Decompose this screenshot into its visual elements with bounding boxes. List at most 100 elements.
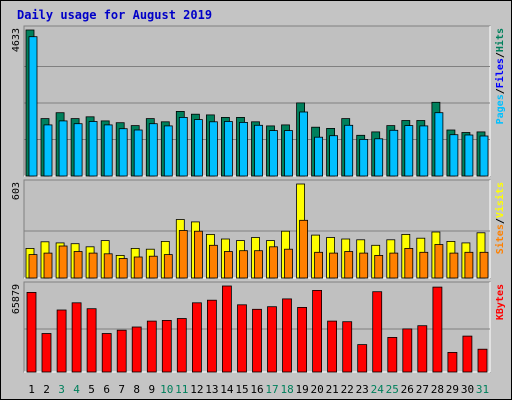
bar-kbytes-25 [387, 336, 398, 373]
bar-kbytes-23 [357, 344, 368, 373]
bar-sites-18 [284, 248, 293, 279]
bar-kbytes-27 [417, 325, 428, 373]
bar-pages-5 [88, 121, 98, 177]
bar-pages-16 [254, 124, 263, 177]
legend-entry-kbytes: KBytes [495, 284, 506, 320]
bar-kbytes-21 [327, 320, 338, 373]
x-tick-label: 2 [43, 383, 50, 396]
bar-sites-28 [434, 244, 444, 279]
y-max-label: 65879 [11, 284, 22, 314]
x-tick-label: 12 [190, 383, 203, 396]
bar-sites-15 [239, 250, 248, 279]
bar-kbytes-11 [176, 318, 187, 373]
bar-pages-14 [223, 121, 233, 177]
x-tick-label: 18 [280, 383, 293, 396]
bar-pages-22 [344, 124, 354, 177]
bar-sites-31 [479, 251, 489, 279]
bar-sites-6 [103, 253, 113, 279]
bar-pages-7 [118, 128, 128, 177]
chart-title: Daily usage for August 2019 [17, 8, 212, 22]
bar-pages-26 [404, 125, 414, 177]
bar-pages-19 [299, 111, 309, 177]
panel-kbytes: 65879 KBytes [11, 281, 506, 373]
legend-separator: / [495, 52, 506, 58]
bar-pages-21 [329, 135, 339, 177]
bar-sites-4 [73, 251, 83, 279]
x-tick-label: 25 [386, 383, 399, 396]
bar-kbytes-15 [237, 304, 247, 373]
bar-sites-29 [449, 252, 459, 279]
bar-pages-1 [28, 36, 38, 177]
bar-pages-11 [178, 117, 188, 177]
x-tick-label: 23 [356, 383, 369, 396]
bar-kbytes-29 [447, 351, 458, 373]
panel-hits: 4633 Pages/Files/Hits [11, 25, 506, 177]
legend-entry-pages: Pages [495, 94, 506, 124]
x-tick-label: 14 [220, 383, 234, 396]
x-tick-label: 10 [160, 383, 173, 396]
bar-kbytes-12 [191, 302, 202, 373]
y-max-label: 603 [11, 182, 22, 200]
bar-kbytes-1 [26, 291, 37, 373]
bar-sites-8 [133, 256, 143, 279]
bar-pages-17 [269, 130, 278, 177]
bar-sites-19 [299, 219, 309, 279]
bar-pages-31 [479, 135, 489, 177]
bar-pages-6 [103, 124, 113, 177]
bar-pages-2 [43, 124, 53, 177]
bar-pages-18 [284, 130, 293, 177]
bar-pages-23 [359, 138, 369, 177]
bar-kbytes-10 [161, 319, 172, 373]
bar-kbytes-24 [372, 291, 383, 373]
x-tick-label: 26 [401, 383, 414, 396]
bar-pages-29 [449, 134, 459, 177]
bar-pages-9 [148, 123, 158, 177]
bar-sites-26 [404, 247, 414, 279]
y-max-label: 4633 [11, 28, 22, 52]
x-tick-label: 15 [235, 383, 248, 396]
x-tick-label: 31 [476, 383, 489, 396]
bar-sites-5 [88, 252, 98, 279]
bar-sites-17 [269, 246, 278, 279]
bar-kbytes-7 [116, 329, 127, 373]
bar-kbytes-9 [146, 320, 157, 373]
legend-hits: Pages/Files/Hits [494, 28, 506, 124]
bars-hits [25, 29, 489, 177]
x-tick-label: 17 [265, 383, 278, 396]
x-tick-label: 11 [175, 383, 188, 396]
bar-kbytes-28 [432, 286, 443, 373]
x-tick-label: 19 [295, 383, 308, 396]
legend-entry-files: Files [494, 58, 506, 88]
x-tick-label: 13 [205, 383, 218, 396]
legend-visits: Sites/Visits [494, 182, 506, 254]
bar-kbytes-6 [101, 333, 112, 373]
legend-separator: / [495, 88, 506, 94]
legend-kbytes: KBytes [495, 284, 506, 320]
bar-sites-9 [148, 255, 158, 279]
bar-sites-2 [43, 252, 53, 279]
x-tick-label: 20 [310, 383, 323, 396]
bar-kbytes-30 [462, 335, 473, 373]
bar-pages-10 [163, 125, 173, 177]
bar-sites-13 [208, 244, 218, 279]
bar-pages-20 [314, 136, 324, 177]
x-tick-label: 9 [148, 383, 155, 396]
bar-sites-3 [58, 245, 68, 279]
bar-sites-22 [344, 251, 354, 279]
x-tick-label: 29 [446, 383, 459, 396]
panel-visits: 603 Sites/Visits [11, 179, 506, 279]
bar-kbytes-5 [86, 308, 97, 373]
bar-pages-13 [208, 121, 218, 177]
x-tick-label: 28 [431, 383, 444, 396]
bar-kbytes-4 [71, 302, 82, 373]
bar-sites-30 [464, 251, 474, 279]
x-tick-label: 8 [133, 383, 140, 396]
bar-sites-27 [419, 251, 429, 279]
bar-sites-11 [178, 230, 188, 279]
bar-kbytes-16 [252, 308, 262, 373]
bar-sites-23 [359, 252, 369, 279]
x-tick-label: 5 [88, 383, 95, 396]
x-tick-label: 24 [371, 383, 385, 396]
x-tick-label: 7 [118, 383, 125, 396]
